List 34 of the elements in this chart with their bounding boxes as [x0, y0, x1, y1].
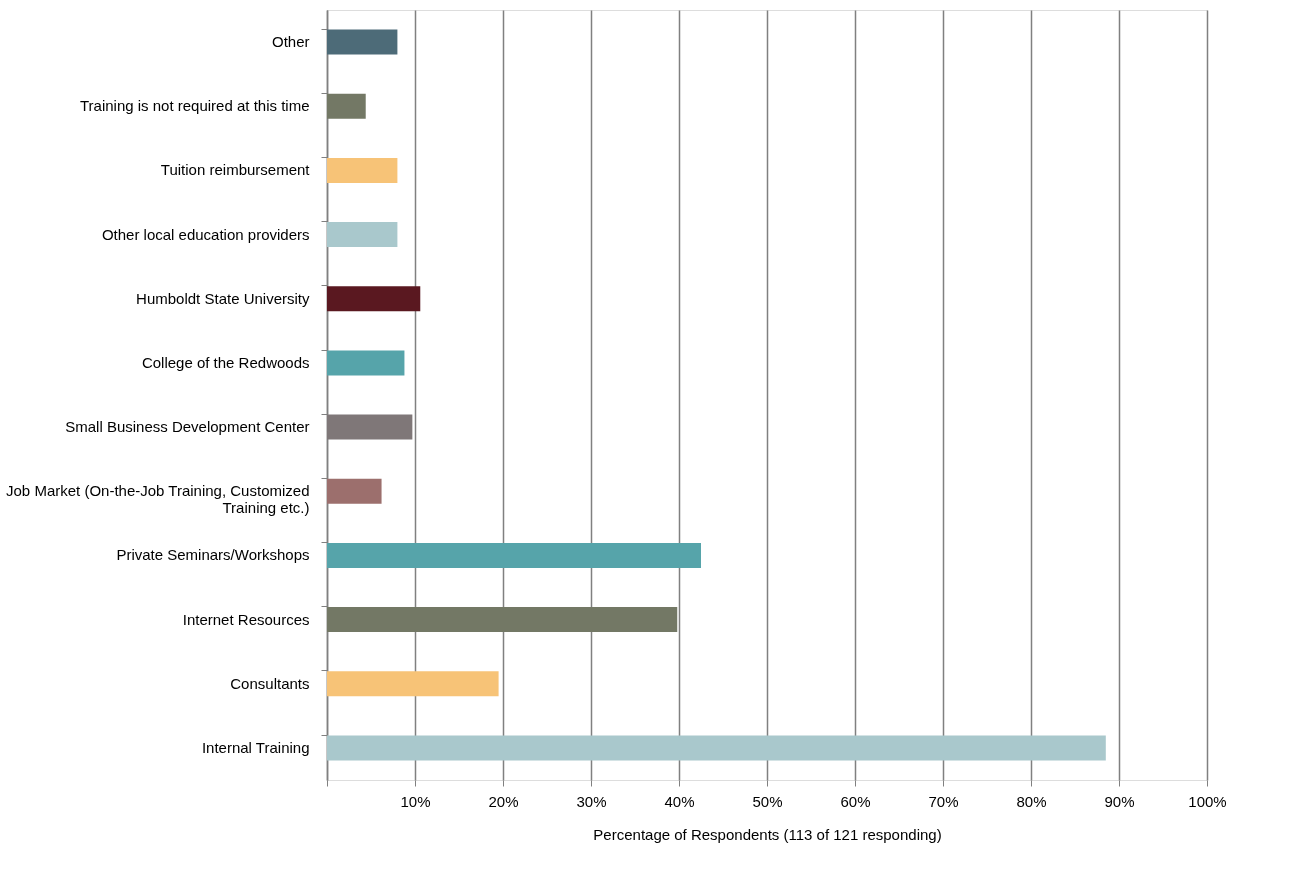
y-tick-label: Tuition reimbursement: [160, 161, 311, 179]
x-tick-label: 80%: [1016, 792, 1047, 810]
y-tick-label: College of the Redwoods: [141, 353, 310, 371]
x-axis-title: Percentage of Respondents (113 of 121 responding): [593, 825, 942, 843]
bar: [327, 478, 382, 504]
y-tick-label: Other local education providers: [101, 225, 310, 243]
x-tick-label: 30%: [576, 792, 607, 810]
bar: [327, 93, 366, 119]
y-tick-label: Private Seminars/Workshops: [116, 546, 310, 564]
y-tick-label: Other: [271, 33, 310, 51]
y-tick-label: Humboldt State University: [136, 289, 310, 307]
y-tick-label: Internal Training: [201, 738, 310, 756]
bar: [327, 607, 678, 633]
bar: [327, 671, 499, 697]
y-tick-label: Small Business Development Center: [65, 418, 310, 436]
bar: [327, 29, 398, 55]
y-tick-label: Internet Resources: [182, 610, 310, 628]
bar: [327, 222, 398, 248]
x-tick-label: 70%: [928, 792, 959, 810]
x-tick-label: 50%: [752, 792, 783, 810]
bar: [327, 542, 701, 568]
y-tick-label: Training is not required at this time: [79, 97, 310, 115]
x-tick-label: 60%: [840, 792, 871, 810]
bar: [327, 157, 398, 183]
bar: [327, 350, 405, 376]
y-tick-label: Job Market (On-the-Job Training, Customized Training etc.): [6, 482, 310, 517]
x-tick-label: 100%: [1188, 792, 1227, 810]
y-tick-label: Consultants: [230, 674, 310, 692]
x-tick-label: 10%: [400, 792, 431, 810]
x-tick-label: 20%: [488, 792, 519, 810]
bar: [327, 735, 1106, 761]
x-tick-label: 90%: [1104, 792, 1135, 810]
bar: [327, 286, 421, 312]
x-tick-label: 40%: [664, 792, 695, 810]
